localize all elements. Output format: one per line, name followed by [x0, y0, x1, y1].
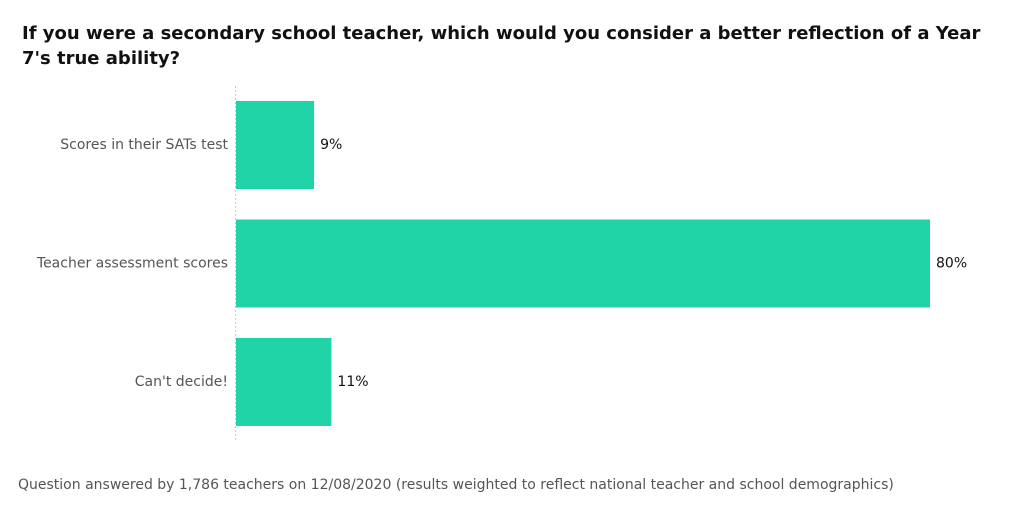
bar — [236, 338, 332, 426]
chart-title: If you were a secondary school teacher, … — [22, 23, 981, 69]
bar — [236, 219, 930, 308]
value-label: 80% — [936, 256, 967, 272]
category-label: Can't decide! — [135, 374, 228, 390]
value-label: 11% — [337, 374, 368, 390]
bar — [236, 101, 315, 189]
chart: Scores in their SATs test 9% Teacher asses… — [36, 86, 967, 440]
category-label: Teacher assessment scores — [36, 256, 228, 272]
footnote: Question answered by 1,786 teachers on 1… — [18, 477, 894, 493]
category-label: Scores in their SATs test — [60, 137, 228, 153]
value-label: 9% — [320, 137, 342, 153]
